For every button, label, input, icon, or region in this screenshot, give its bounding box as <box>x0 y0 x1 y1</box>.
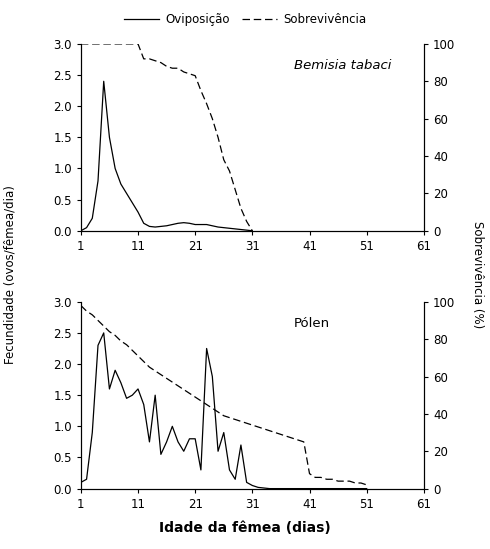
Text: Sobrevivência (%): Sobrevivência (%) <box>471 221 484 328</box>
Text: Bemisia tabaci: Bemisia tabaci <box>294 59 391 72</box>
Text: Pólen: Pólen <box>294 317 330 330</box>
Text: Idade da fêmea (dias): Idade da fêmea (dias) <box>159 521 331 535</box>
Legend: Oviposição, Sobrevivência: Oviposição, Sobrevivência <box>119 9 371 31</box>
Text: Fecundidade (ovos/fêmea/dia): Fecundidade (ovos/fêmea/dia) <box>3 185 16 364</box>
